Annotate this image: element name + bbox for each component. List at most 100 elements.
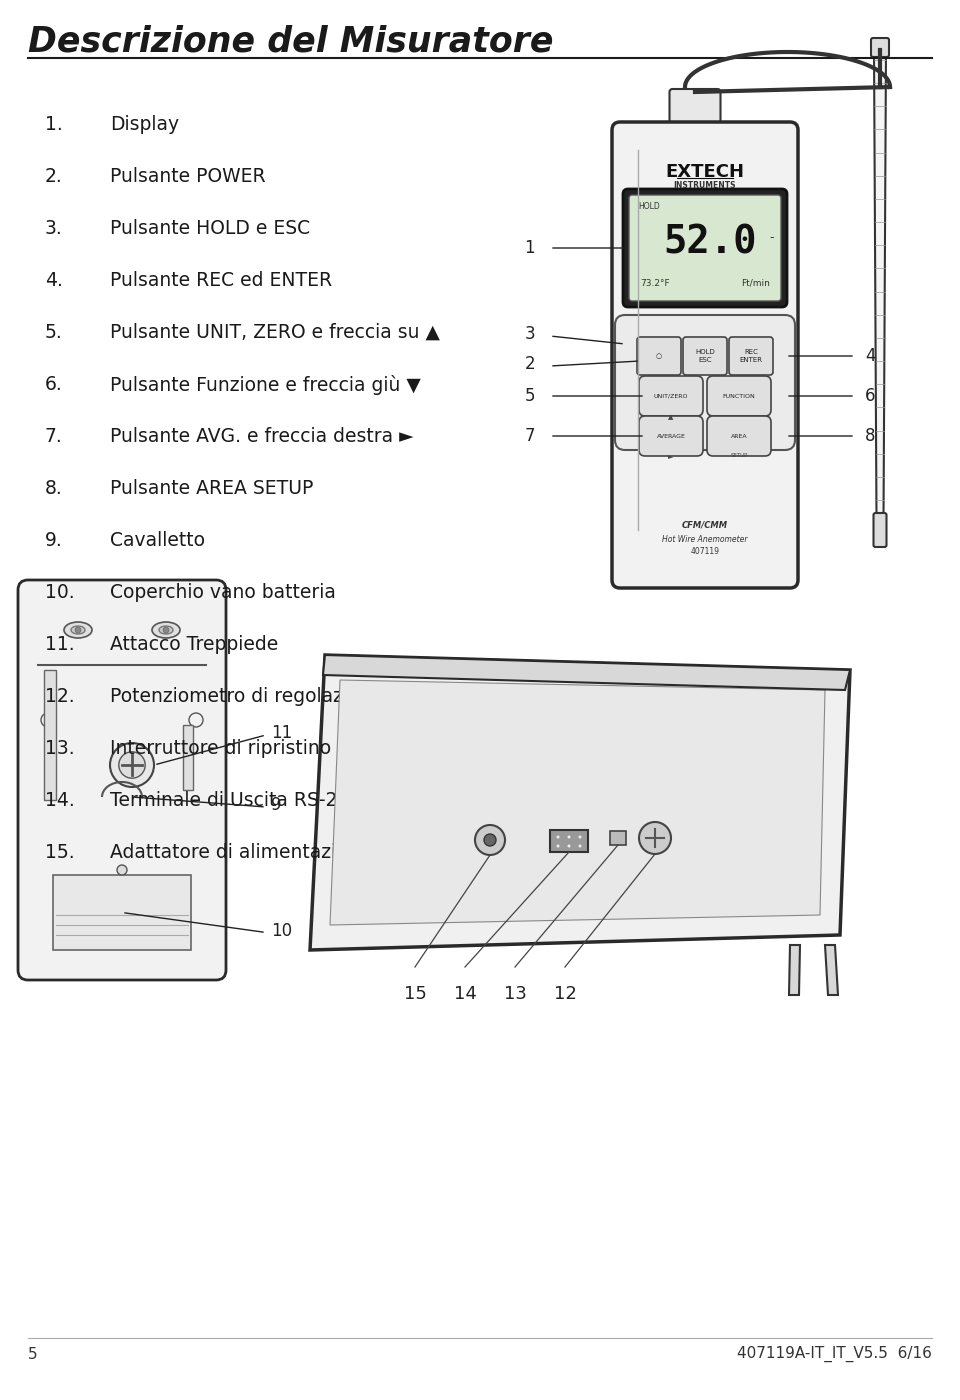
Text: 7: 7: [524, 427, 535, 445]
Text: HOLD: HOLD: [638, 202, 660, 211]
Text: 12.: 12.: [45, 687, 75, 706]
Text: 13.: 13.: [45, 739, 75, 757]
Circle shape: [110, 743, 154, 787]
Text: 11: 11: [271, 724, 292, 742]
Text: Pulsante POWER: Pulsante POWER: [110, 167, 266, 186]
Text: 4.: 4.: [45, 272, 62, 290]
Text: 9.: 9.: [45, 531, 62, 550]
Circle shape: [639, 822, 671, 854]
Text: 6: 6: [865, 386, 876, 405]
Text: Hot Wire Anemometer: Hot Wire Anemometer: [662, 535, 748, 543]
Polygon shape: [789, 945, 800, 995]
Text: 12: 12: [554, 986, 576, 1002]
Text: 2.: 2.: [45, 167, 62, 186]
Text: Ft/min: Ft/min: [741, 279, 770, 288]
Text: 1: 1: [524, 239, 535, 258]
Text: Attacco Treppiede: Attacco Treppiede: [110, 636, 278, 654]
Text: Pulsante REC ed ENTER: Pulsante REC ed ENTER: [110, 272, 332, 290]
Text: 10.: 10.: [45, 582, 75, 602]
Text: 10: 10: [271, 921, 292, 939]
FancyBboxPatch shape: [612, 122, 798, 588]
Text: Interruttore di ripristino del sistema: Interruttore di ripristino del sistema: [110, 739, 445, 757]
Text: 8: 8: [865, 427, 876, 445]
FancyBboxPatch shape: [707, 416, 771, 456]
Text: Potenziometro di regolazione del contrasto LCD: Potenziometro di regolazione del contras…: [110, 687, 556, 706]
Text: INSTRUMENTS: INSTRUMENTS: [674, 182, 736, 190]
Text: FUNCTION: FUNCTION: [723, 393, 756, 399]
Text: SETUP: SETUP: [731, 454, 748, 458]
Text: 73.2°F: 73.2°F: [640, 279, 670, 288]
Text: 6.: 6.: [45, 375, 62, 393]
Text: 8.: 8.: [45, 479, 62, 498]
FancyBboxPatch shape: [637, 337, 681, 375]
Bar: [53, 875, 191, 951]
Ellipse shape: [71, 626, 85, 634]
Bar: [44, 671, 56, 799]
Text: Pulsante UNIT, ZERO e freccia su ▲: Pulsante UNIT, ZERO e freccia su ▲: [110, 323, 440, 342]
Text: 7.: 7.: [45, 427, 62, 447]
FancyBboxPatch shape: [623, 189, 787, 307]
Text: ►: ►: [668, 454, 674, 461]
Polygon shape: [330, 680, 825, 925]
Text: AVERAGE: AVERAGE: [657, 434, 685, 438]
Circle shape: [475, 825, 505, 855]
Bar: [610, 832, 626, 846]
FancyBboxPatch shape: [639, 416, 703, 456]
Bar: [183, 725, 193, 790]
Text: Descrizione del Misuratore: Descrizione del Misuratore: [28, 25, 554, 59]
Text: 14.: 14.: [45, 791, 75, 811]
Text: 1.: 1.: [45, 115, 62, 134]
Ellipse shape: [64, 622, 92, 638]
Text: 5.: 5.: [45, 323, 62, 342]
Text: HOLD
ESC: HOLD ESC: [695, 350, 715, 363]
Text: 52.0: 52.0: [663, 224, 756, 262]
Text: ▲: ▲: [668, 414, 674, 420]
FancyBboxPatch shape: [18, 580, 226, 980]
Text: Coperchio vano batteria: Coperchio vano batteria: [110, 582, 336, 602]
Circle shape: [579, 836, 582, 839]
Circle shape: [75, 627, 81, 633]
FancyBboxPatch shape: [683, 337, 727, 375]
Polygon shape: [310, 655, 850, 951]
Bar: [550, 830, 588, 853]
Text: 11.: 11.: [45, 636, 75, 654]
Text: ○: ○: [656, 353, 662, 358]
Text: 3: 3: [524, 325, 535, 343]
Text: 3.: 3.: [45, 218, 62, 238]
Text: 407119A-IT_IT_V5.5  6/16: 407119A-IT_IT_V5.5 6/16: [737, 1345, 932, 1362]
Text: Display: Display: [110, 115, 180, 134]
Ellipse shape: [159, 626, 173, 634]
Polygon shape: [825, 945, 838, 995]
Text: Cavalletto: Cavalletto: [110, 531, 205, 550]
Circle shape: [567, 844, 570, 847]
FancyBboxPatch shape: [615, 315, 795, 449]
Circle shape: [163, 627, 169, 633]
Text: 13: 13: [504, 986, 526, 1002]
Text: CFM/CMM: CFM/CMM: [682, 521, 728, 529]
Text: 15.: 15.: [45, 843, 75, 862]
Text: Pulsante HOLD e ESC: Pulsante HOLD e ESC: [110, 218, 310, 238]
Circle shape: [117, 865, 127, 875]
Circle shape: [579, 844, 582, 847]
Text: 4: 4: [865, 347, 876, 365]
Text: 2: 2: [524, 356, 535, 372]
FancyBboxPatch shape: [629, 195, 781, 301]
Polygon shape: [874, 50, 886, 519]
Text: Adattatore di alimentazione DC9 V: Adattatore di alimentazione DC9 V: [110, 843, 435, 862]
Text: 407119: 407119: [690, 547, 719, 556]
FancyBboxPatch shape: [871, 38, 889, 57]
Text: 5: 5: [524, 386, 535, 405]
FancyBboxPatch shape: [669, 90, 721, 133]
Text: 15: 15: [403, 986, 426, 1002]
FancyBboxPatch shape: [874, 512, 886, 547]
Circle shape: [484, 834, 496, 846]
Circle shape: [567, 836, 570, 839]
Circle shape: [557, 844, 560, 847]
Text: Pulsante Funzione e freccia giù ▼: Pulsante Funzione e freccia giù ▼: [110, 375, 420, 395]
Text: Terminale di Uscita RS-232: Terminale di Uscita RS-232: [110, 791, 361, 811]
Text: 5: 5: [28, 1347, 37, 1362]
FancyBboxPatch shape: [729, 337, 773, 375]
Text: 9: 9: [271, 797, 281, 813]
Circle shape: [557, 836, 560, 839]
Text: EXTECH: EXTECH: [665, 162, 745, 181]
